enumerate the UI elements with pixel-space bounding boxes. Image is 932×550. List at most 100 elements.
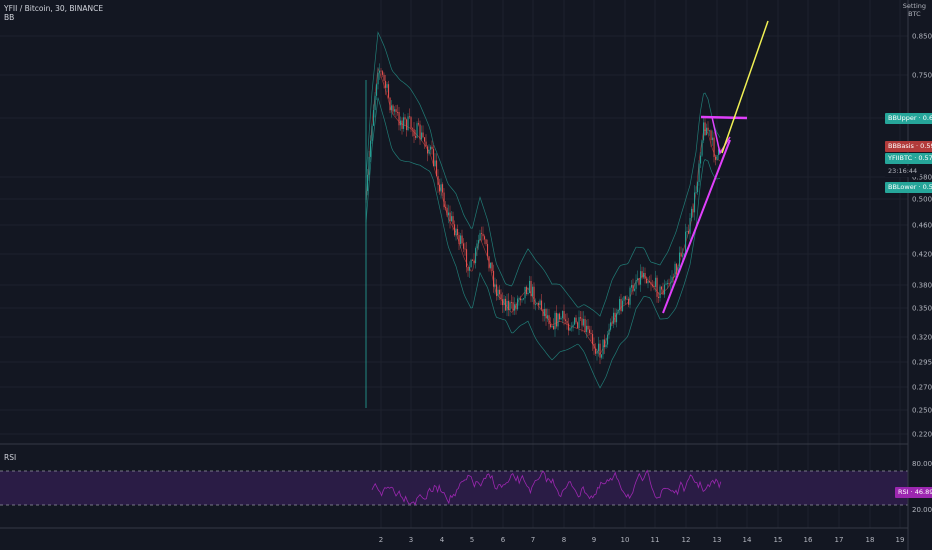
candle-body bbox=[383, 74, 385, 81]
candle-body bbox=[461, 235, 463, 244]
candle-body bbox=[491, 262, 493, 271]
candle-body bbox=[550, 324, 552, 328]
candle-body bbox=[617, 310, 619, 314]
candle-body bbox=[410, 117, 412, 129]
candle-body bbox=[485, 239, 487, 245]
candle-body bbox=[496, 284, 498, 297]
candle-body bbox=[614, 312, 616, 323]
candle-body bbox=[709, 130, 711, 132]
price-axis[interactable]: 0.850000.750000.650000.580000.500000.460… bbox=[912, 33, 932, 439]
candle-body bbox=[712, 137, 714, 141]
pattern-drawing[interactable] bbox=[711, 116, 731, 155]
candle-body bbox=[566, 320, 568, 324]
candle-body bbox=[452, 216, 454, 225]
time-tick-label: 9 bbox=[592, 536, 596, 544]
candle-body bbox=[434, 160, 436, 167]
candle-body bbox=[539, 300, 541, 306]
time-tick-label: 15 bbox=[774, 536, 783, 544]
bb-upper-tag: BBUpper · 0.65395 bbox=[885, 113, 932, 124]
price-tick-label: 0.35000 bbox=[912, 305, 932, 313]
candle-body bbox=[718, 149, 720, 156]
candle-body bbox=[391, 105, 393, 111]
candle-body bbox=[404, 117, 406, 120]
candle-body bbox=[682, 255, 684, 257]
bb-lower-tag: BBLower · 0.53776 bbox=[885, 182, 932, 193]
candle-body bbox=[424, 137, 426, 142]
candle-body bbox=[400, 120, 402, 126]
candle-body bbox=[379, 70, 381, 73]
candle-body bbox=[535, 304, 537, 305]
candle-body bbox=[715, 157, 717, 160]
candle-body bbox=[590, 332, 592, 335]
time-tick-label: 11 bbox=[651, 536, 660, 544]
symbol-title[interactable]: YFII / Bitcoin, 30, BINANCE bbox=[4, 4, 104, 13]
candle-body bbox=[536, 303, 538, 305]
candle-body bbox=[691, 208, 693, 219]
candle-body bbox=[644, 272, 646, 279]
currency-selector[interactable]: Setting BTC bbox=[903, 2, 926, 18]
bb-lower-band bbox=[365, 97, 721, 389]
candle-body bbox=[622, 300, 624, 312]
candle-body bbox=[370, 140, 372, 157]
candle-body bbox=[397, 111, 399, 113]
candle-body bbox=[680, 252, 682, 257]
candle-body bbox=[544, 309, 546, 317]
candle-body bbox=[394, 109, 396, 112]
candle-body bbox=[521, 299, 523, 301]
candle-body bbox=[431, 146, 433, 149]
candle-body bbox=[433, 148, 435, 167]
candle-body bbox=[403, 117, 405, 129]
price-tick-label: 0.22000 bbox=[912, 431, 932, 439]
candle-body bbox=[625, 296, 627, 300]
price-tick-label: 0.27000 bbox=[912, 384, 932, 392]
candle-body bbox=[583, 319, 585, 326]
currency-label: Setting bbox=[902, 2, 926, 10]
candle-body bbox=[515, 304, 517, 310]
trendline-support[interactable] bbox=[662, 139, 731, 314]
time-tick-label: 2 bbox=[379, 536, 383, 544]
candle-body bbox=[455, 229, 457, 236]
time-tick-label: 7 bbox=[531, 536, 535, 544]
candle-body bbox=[640, 271, 642, 285]
candle-body bbox=[538, 303, 540, 306]
candle-body bbox=[646, 278, 648, 284]
candle-body bbox=[401, 120, 403, 129]
candle-body bbox=[542, 309, 544, 317]
candle-body bbox=[457, 229, 459, 236]
candle-body bbox=[698, 163, 700, 183]
candle-body bbox=[380, 70, 382, 72]
candle-body bbox=[683, 253, 685, 256]
candle-body bbox=[626, 298, 628, 300]
time-tick-label: 3 bbox=[409, 536, 413, 544]
candle-body bbox=[611, 322, 613, 324]
candle-body bbox=[376, 84, 378, 96]
indicator-label[interactable]: BB bbox=[4, 13, 15, 22]
rsi-pane-label[interactable]: RSI bbox=[4, 453, 17, 462]
candle-body bbox=[686, 230, 688, 232]
candle-body bbox=[716, 155, 718, 160]
candle-body bbox=[541, 300, 543, 310]
candle-body bbox=[415, 135, 417, 138]
candle-body bbox=[652, 284, 654, 286]
candle-body bbox=[563, 311, 565, 320]
candle-body bbox=[616, 313, 618, 323]
trendline-resistance[interactable] bbox=[700, 115, 748, 120]
candle-body bbox=[470, 259, 472, 268]
candle-body bbox=[713, 137, 715, 158]
candle-body bbox=[476, 243, 478, 249]
candle-body bbox=[469, 267, 471, 271]
price-tick-label: 0.75000 bbox=[912, 72, 932, 80]
candle-body bbox=[448, 212, 450, 216]
time-axis[interactable]: 2 3 4 5 6 7 8 9 10 11 12 13 14 15 16 17 18 19 bbox=[379, 536, 905, 544]
candle-body bbox=[677, 266, 679, 275]
candle-body bbox=[574, 317, 576, 325]
candle-body bbox=[661, 286, 663, 290]
candle-body bbox=[464, 248, 466, 250]
candle-body bbox=[551, 325, 553, 328]
price-tick-label: 0.46000 bbox=[912, 222, 932, 230]
candle-body bbox=[493, 270, 495, 287]
price-tick-label: 0.42000 bbox=[912, 251, 932, 259]
candle-body bbox=[641, 271, 643, 278]
projection-line[interactable] bbox=[721, 20, 769, 154]
